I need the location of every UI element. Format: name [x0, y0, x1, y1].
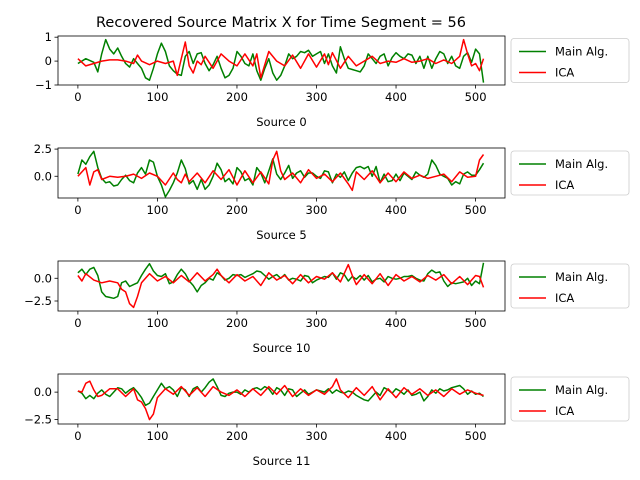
series-line-main-alg [77, 378, 484, 407]
legend: Main Alg. ICA [510, 376, 630, 422]
legend: Main Alg. ICA [510, 150, 630, 196]
x-tick-label: 400 [385, 203, 407, 217]
x-tick-label: 500 [465, 429, 487, 443]
y-tick-label: 1 [45, 30, 52, 44]
subplot-1: 0 100 200 300 400 500 0.0 2.5 Source 5 Main Alg. I… [34, 142, 630, 242]
x-tick-label: 200 [226, 90, 248, 104]
legend: Main Alg. ICA [510, 38, 630, 83]
y-tick-label: 0.0 [34, 271, 52, 285]
x-tick-label: 400 [385, 429, 407, 443]
subplot-3: 0 100 200 300 400 500 −2.5 0.0 Source 11 Main Alg… [24, 373, 630, 468]
legend-label-main-alg: Main Alg. [555, 157, 608, 171]
x-tick-label: 200 [226, 316, 248, 330]
y-tick-label: −2.5 [24, 294, 52, 308]
subplot-grid: 0 100 200 300 400 500 −1 0 1 Source 0 Main Alg. ICA… [24, 30, 630, 468]
legend: Main Alg. ICA [510, 263, 630, 309]
series-line-ica [77, 378, 484, 421]
x-tick-label: 300 [306, 203, 328, 217]
legend-box [510, 38, 630, 83]
axes-frame [57, 260, 506, 312]
legend-label-main-alg: Main Alg. [555, 383, 608, 397]
x-axis-label: Source 5 [256, 228, 306, 242]
legend-label-ica: ICA [555, 291, 574, 305]
x-tick-label: 500 [465, 90, 487, 104]
series-line-ica [77, 263, 485, 309]
legend-label-main-alg: Main Alg. [555, 270, 608, 284]
x-axis-label: Source 11 [253, 454, 311, 468]
x-tick-label: 200 [226, 203, 248, 217]
y-tick-label: 0.0 [34, 169, 52, 183]
chart-title: Recovered Source Matrix X for Time Segme… [96, 15, 466, 31]
y-tick-label: −2.5 [24, 413, 52, 427]
x-tick-label: 0 [74, 316, 81, 330]
x-tick-label: 300 [306, 90, 328, 104]
legend-label-main-alg: Main Alg. [555, 45, 608, 59]
y-tick-label: 2.5 [34, 142, 52, 156]
x-tick-label: 400 [385, 90, 407, 104]
axes-frame [57, 147, 506, 199]
x-tick-label: 300 [306, 429, 328, 443]
x-tick-label: 100 [146, 316, 168, 330]
x-tick-label: 0 [74, 90, 81, 104]
x-axis-label: Source 10 [253, 341, 311, 355]
series-line-main-alg [77, 150, 485, 198]
x-tick-label: 0 [74, 203, 81, 217]
y-tick-label: −1 [35, 78, 52, 92]
legend-box [510, 263, 630, 309]
legend-label-ica: ICA [555, 178, 574, 192]
subplot-2: 0 100 200 300 400 500 −2.5 0.0 Source 10 Main Alg… [24, 260, 630, 355]
legend-box [510, 150, 630, 196]
series-line-ica [77, 150, 485, 192]
x-tick-label: 100 [146, 90, 168, 104]
x-tick-label: 500 [465, 316, 487, 330]
x-tick-label: 200 [226, 429, 248, 443]
axes-frame [57, 35, 506, 86]
x-tick-label: 300 [306, 316, 328, 330]
x-tick-label: 100 [146, 429, 168, 443]
legend-box [510, 376, 630, 422]
y-tick-label: 0 [45, 54, 52, 68]
legend-label-ica: ICA [555, 66, 574, 80]
x-tick-label: 500 [465, 203, 487, 217]
x-tick-label: 400 [385, 316, 407, 330]
x-tick-label: 100 [146, 203, 168, 217]
x-axis-label: Source 0 [256, 115, 306, 129]
legend-label-ica: ICA [555, 404, 574, 418]
y-tick-label: 0.0 [34, 385, 52, 399]
axes-frame [57, 373, 506, 425]
series-line-ica [77, 38, 485, 79]
x-tick-label: 0 [74, 429, 81, 443]
series-line-main-alg [77, 38, 485, 83]
subplot-0: 0 100 200 300 400 500 −1 0 1 Source 0 Main Alg. ICA [35, 30, 630, 129]
